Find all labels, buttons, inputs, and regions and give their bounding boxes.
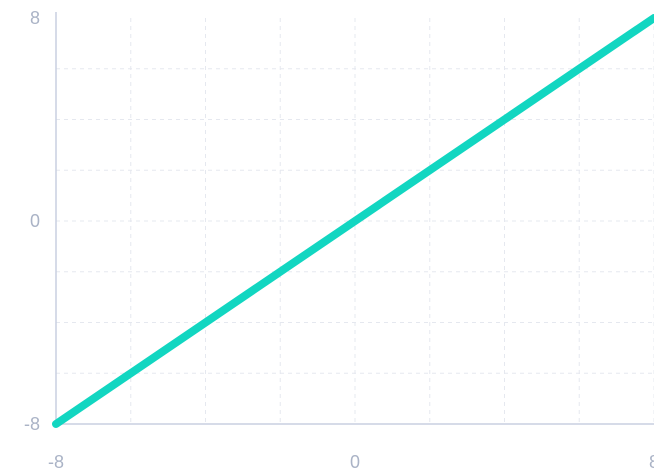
x-tick-label: 8 [649, 452, 654, 472]
series-layer [52, 14, 654, 428]
x-tick-label: 0 [350, 452, 360, 472]
series-line-0 [52, 14, 654, 428]
axes [55, 12, 654, 425]
x-tick-label: -8 [48, 452, 64, 472]
y-tick-label: 8 [30, 8, 40, 28]
y-tick-label: 0 [30, 211, 40, 231]
tick-labels: -8 0 8 -8 0 8 [24, 8, 654, 472]
y-tick-label: -8 [24, 414, 40, 434]
grid-lines [56, 18, 654, 425]
